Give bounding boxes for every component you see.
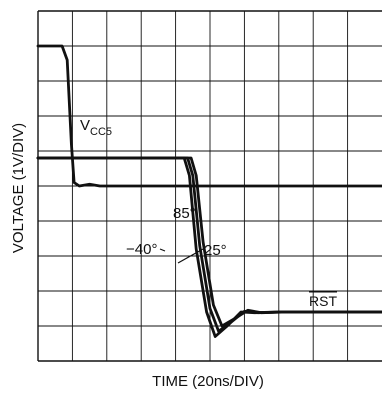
pointer-25 [177, 248, 204, 264]
label-25deg: 25° [204, 242, 227, 259]
label-minus40deg: −40° [126, 241, 157, 258]
y-axis-label: VOLTAGE (1V/DIV) [10, 123, 27, 253]
trace-3 [36, 156, 382, 338]
label-85deg: 85° [173, 205, 196, 222]
pointer-minus40 [159, 248, 166, 252]
traces [36, 44, 382, 338]
x-axis-label: TIME (20ns/DIV) [152, 373, 264, 390]
rst-label: RST [309, 293, 337, 309]
trace-0 [36, 44, 382, 188]
vcc5-label: VCC5 [80, 117, 112, 138]
